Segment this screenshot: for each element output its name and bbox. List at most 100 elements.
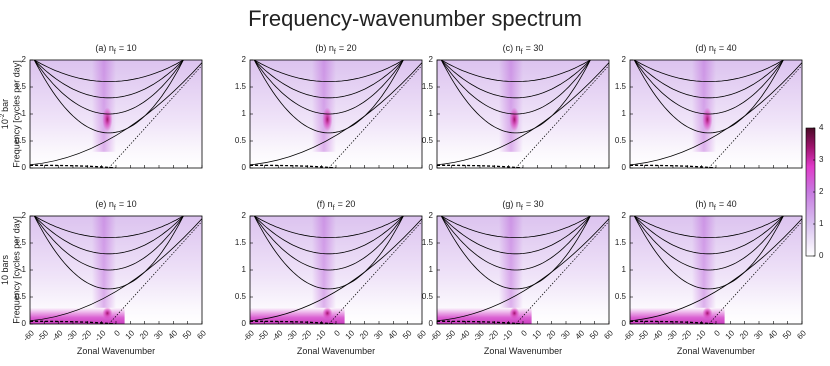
y-tick-label: 0 xyxy=(242,163,247,172)
y-tick-label: 0.5 xyxy=(235,292,247,301)
dispersion-curve xyxy=(440,60,591,99)
x-tick-label: -50 xyxy=(36,328,51,343)
dashed-curve xyxy=(30,320,117,324)
x-tick-label: 20 xyxy=(138,328,151,341)
row-label: 10 bars xyxy=(0,254,10,285)
x-tick-label: 10 xyxy=(344,328,357,341)
dispersion-curve xyxy=(33,216,185,238)
y-tick-label: 0 xyxy=(622,163,627,172)
x-tick-label: 20 xyxy=(358,328,371,341)
y-tick-label: 1.5 xyxy=(235,82,247,91)
kelvin-curve xyxy=(437,218,609,322)
dispersion-curve xyxy=(253,216,404,271)
x-axis-label: Zonal Wavenumber xyxy=(484,346,562,356)
y-tick-label: 1 xyxy=(429,109,434,118)
y-tick-label: 0 xyxy=(622,319,627,328)
colorbar-tick-label: 1 xyxy=(819,219,824,228)
heatmap xyxy=(630,216,802,324)
dotted-line xyxy=(108,65,202,168)
y-tick-label: 2 xyxy=(622,55,627,64)
y-tick-label: 1.5 xyxy=(235,238,247,247)
dispersion-curve xyxy=(440,216,591,255)
x-tick-label: -20 xyxy=(679,328,694,343)
y-axis-label: Frequency [cycles per day] xyxy=(11,60,21,168)
panel-title-suffix: = 40 xyxy=(719,199,737,209)
x-tick-label: 0 xyxy=(519,328,529,338)
x-tick-label: 60 xyxy=(602,328,615,341)
heatmap xyxy=(630,60,802,168)
y-tick-label: 0 xyxy=(242,319,247,328)
x-tick-label: 40 xyxy=(767,328,780,341)
heatmap-stripe xyxy=(691,216,716,308)
dispersion-curve xyxy=(633,60,784,115)
x-tick-label: -60 xyxy=(621,328,636,343)
x-tick-label: 40 xyxy=(167,328,180,341)
y-tick-label: 1.5 xyxy=(422,82,434,91)
x-tick-label: -30 xyxy=(664,328,679,343)
x-tick-label: 50 xyxy=(588,328,601,341)
y-tick-label: 2 xyxy=(622,211,627,220)
row-label-text: 10 bars xyxy=(0,254,10,285)
x-tick-label: -10 xyxy=(313,328,328,343)
panel-title-prefix: (a) n xyxy=(95,43,114,53)
row-label-unit: bar xyxy=(0,99,10,112)
x-tick-label: 30 xyxy=(372,328,385,341)
y-tick-label: 0 xyxy=(429,163,434,172)
panel-title-suffix: = 20 xyxy=(338,199,356,209)
heatmap-stripe xyxy=(311,60,336,152)
dotted-line xyxy=(328,221,422,324)
kelvin-curve xyxy=(437,62,609,166)
x-tick-label: -10 xyxy=(500,328,515,343)
panel-title: (f) nf = 20 xyxy=(317,199,356,212)
y-tick-label: 1 xyxy=(22,109,27,118)
dispersion-curve xyxy=(440,60,591,134)
panel-title: (g) nf = 30 xyxy=(502,199,543,212)
panel-title-prefix: (f) n xyxy=(317,199,333,209)
y-tick-label: 0.5 xyxy=(235,136,247,145)
x-tick-label: 30 xyxy=(752,328,765,341)
dispersion-curve xyxy=(253,60,404,115)
heatmap-spot xyxy=(702,107,713,132)
dispersion-curve xyxy=(440,60,592,82)
dashed-curve xyxy=(437,164,524,168)
dashed-curve xyxy=(630,164,717,168)
dispersion-curve xyxy=(253,216,404,290)
dispersion-curve xyxy=(440,216,591,290)
x-tick-label: -50 xyxy=(256,328,271,343)
panel-title-suffix: = 30 xyxy=(526,199,544,209)
dashed-curve xyxy=(437,320,524,324)
dotted-line xyxy=(108,221,202,324)
dashed-curve xyxy=(630,320,717,324)
x-tick-label: 50 xyxy=(401,328,414,341)
kelvin-curve xyxy=(250,62,422,166)
heatmap-band xyxy=(437,307,532,324)
x-tick-label: -40 xyxy=(270,328,285,343)
panel-title-prefix: (b) n xyxy=(315,43,334,53)
row-label-base: 10 xyxy=(0,119,10,129)
dispersion-curve xyxy=(633,216,784,255)
x-tick-label: -10 xyxy=(93,328,108,343)
x-tick-label: -50 xyxy=(636,328,651,343)
heatmap xyxy=(250,60,422,168)
x-tick-label: -30 xyxy=(471,328,486,343)
panel-title-suffix: = 10 xyxy=(119,199,137,209)
y-tick-label: 2 xyxy=(242,211,247,220)
y-tick-label: 0 xyxy=(429,319,434,328)
x-tick-label: 60 xyxy=(415,328,428,341)
panel-title: (e) nf = 10 xyxy=(95,199,136,212)
x-tick-label: 0 xyxy=(712,328,722,338)
y-tick-label: 1.5 xyxy=(15,82,27,91)
x-tick-label: -20 xyxy=(79,328,94,343)
heatmap-stripe xyxy=(91,60,116,152)
x-tick-label: -40 xyxy=(457,328,472,343)
y-tick-label: 1 xyxy=(429,265,434,274)
dispersion-curve xyxy=(253,216,404,255)
heatmap-spot xyxy=(509,307,520,320)
x-tick-label: -30 xyxy=(284,328,299,343)
x-tick-label: 40 xyxy=(387,328,400,341)
heatmap-stripe xyxy=(91,216,116,308)
x-tick-label: 10 xyxy=(724,328,737,341)
panel-title-subscript: f xyxy=(521,49,523,56)
y-tick-label: 0.5 xyxy=(15,292,27,301)
